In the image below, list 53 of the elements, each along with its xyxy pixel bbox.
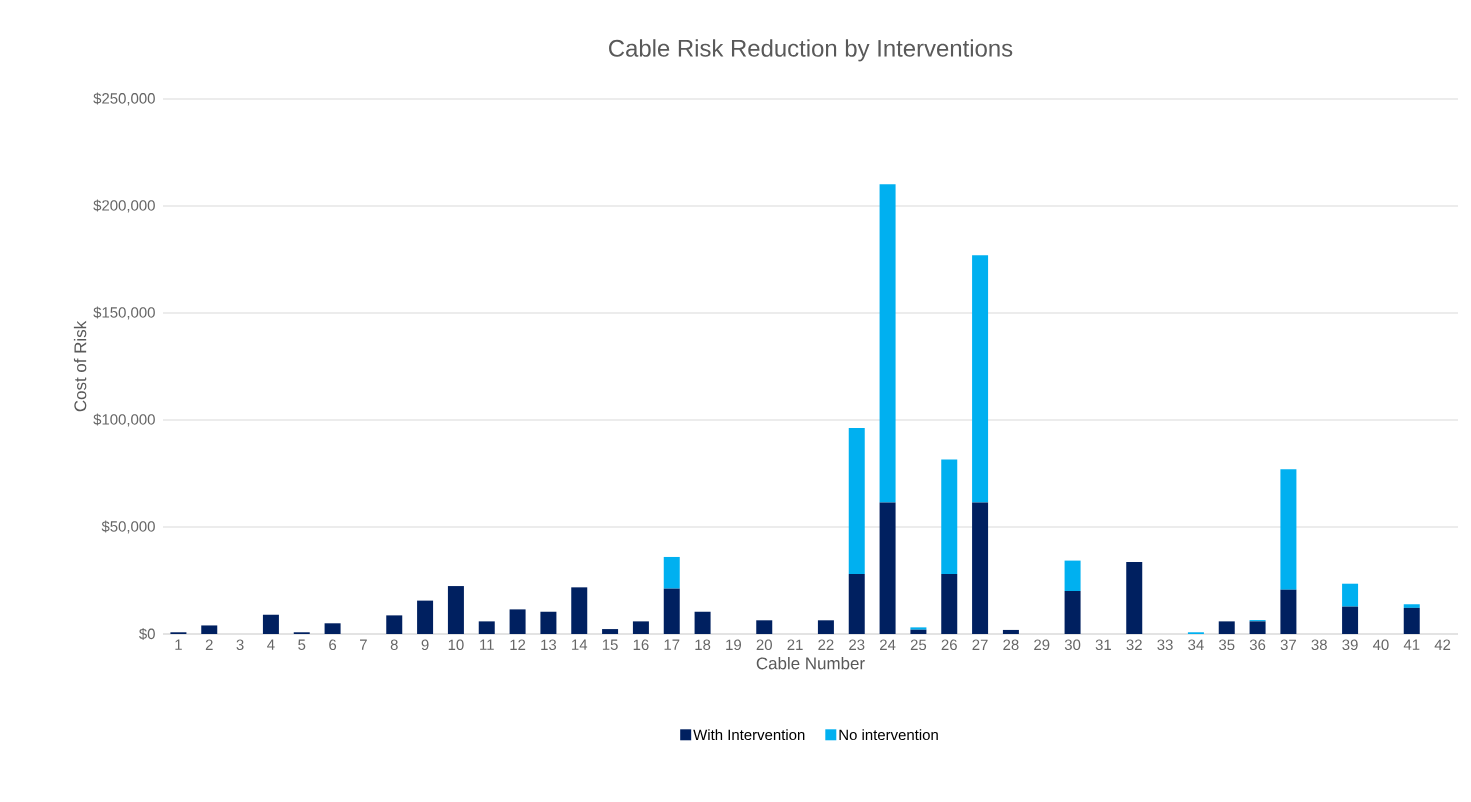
x-tick-label: 26 xyxy=(941,639,957,651)
x-tick-label: 27 xyxy=(972,639,988,650)
x-tick-label: 12 xyxy=(510,639,526,650)
y-tick-label: $250,000 xyxy=(93,92,155,106)
y-axis-title: Cost of Risk xyxy=(73,320,87,412)
x-tick-label: 32 xyxy=(1126,639,1142,651)
x-tick-label: 24 xyxy=(880,639,896,650)
x-tick-label: 34 xyxy=(1188,639,1204,651)
x-tick-label: 20 xyxy=(756,639,772,651)
x-tick-label: 2 xyxy=(205,639,213,650)
x-tick-label: 5 xyxy=(298,639,306,650)
x-tick-label: 28 xyxy=(1003,639,1019,651)
x-tick-label: 14 xyxy=(572,639,588,650)
x-tick-label: 22 xyxy=(818,639,834,650)
x-tick-label: 37 xyxy=(1280,639,1296,651)
y-tick-label: $50,000 xyxy=(101,520,155,534)
x-tick-label: 16 xyxy=(633,639,649,651)
x-tick-label: 11 xyxy=(480,639,494,650)
x-tick-label: 21 xyxy=(787,639,803,650)
x-tick-label: 36 xyxy=(1249,639,1266,651)
x-tick-label: 42 xyxy=(1434,639,1451,650)
x-tick-label: 7 xyxy=(360,639,367,650)
y-tick-label: $0 xyxy=(139,627,155,641)
x-tick-label: 18 xyxy=(695,639,711,651)
y-tick-label: $150,000 xyxy=(93,306,155,320)
x-tick-label: 13 xyxy=(541,639,557,651)
legend-label: No intervention xyxy=(839,729,938,741)
x-tick-label: 19 xyxy=(726,639,742,651)
y-tick-label: $200,000 xyxy=(93,199,155,213)
x-tick-label: 1 xyxy=(175,639,182,650)
x-tick-label: 17 xyxy=(664,639,680,650)
x-tick-label: 25 xyxy=(910,639,927,651)
x-tick-label: 29 xyxy=(1034,639,1050,651)
x-tick-label: 3 xyxy=(236,639,244,651)
chart-title: Cable Risk Reduction by Interventions xyxy=(609,39,1013,62)
x-tick-label: 23 xyxy=(849,639,865,651)
x-tick-label: 33 xyxy=(1157,639,1173,651)
x-tick-label: 8 xyxy=(390,639,398,651)
y-tick-label: $100,000 xyxy=(93,413,155,427)
x-tick-label: 40 xyxy=(1372,639,1389,651)
x-tick-label: 39 xyxy=(1342,639,1358,651)
x-tick-label: 4 xyxy=(267,639,275,650)
x-tick-label: 30 xyxy=(1064,639,1081,651)
x-tick-label: 35 xyxy=(1218,639,1235,651)
x-tick-label: 15 xyxy=(602,639,618,650)
x-axis-title: Cable Number xyxy=(756,656,865,670)
x-tick-label: 38 xyxy=(1311,639,1327,651)
x-tick-label: 41 xyxy=(1403,639,1420,650)
x-tick-label: 10 xyxy=(448,639,464,651)
x-tick-label: 6 xyxy=(329,639,337,651)
legend-label: With Intervention xyxy=(693,729,805,741)
x-tick-label: 31 xyxy=(1095,639,1111,651)
x-tick-label: 9 xyxy=(421,639,429,651)
